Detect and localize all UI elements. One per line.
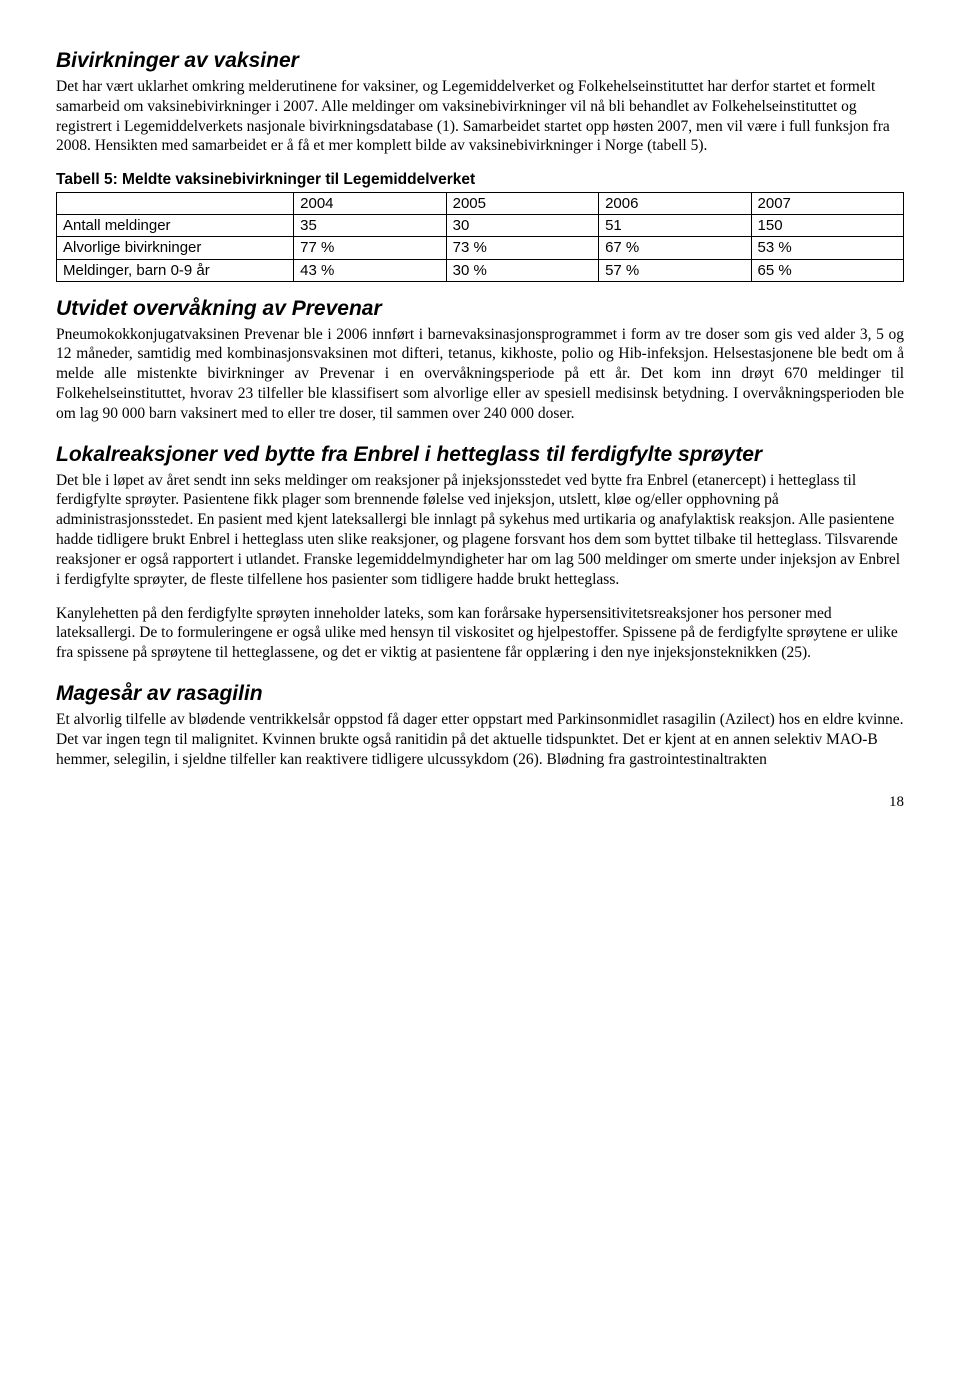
table-cell: 43 % [294,259,446,281]
section-title-prevenar: Utvidet overvåkning av Prevenar [56,296,904,323]
table-header: 2004 [294,193,446,215]
table-row: 2004 2005 2006 2007 [57,193,904,215]
table-row-label: Alvorlige bivirkninger [57,237,294,259]
table-cell: 35 [294,215,446,237]
section-body-prevenar: Pneumokokkonjugatvaksinen Prevenar ble i… [56,325,904,424]
table-header-blank [57,193,294,215]
table-cell: 65 % [751,259,903,281]
page-number: 18 [56,793,904,812]
table5: 2004 2005 2006 2007 Antall meldinger 35 … [56,192,904,282]
table-row-label: Antall meldinger [57,215,294,237]
table-cell: 150 [751,215,903,237]
section-title-enbrel: Lokalreaksjoner ved bytte fra Enbrel i h… [56,442,904,469]
table-cell: 51 [599,215,751,237]
table-row: Alvorlige bivirkninger 77 % 73 % 67 % 53… [57,237,904,259]
table-cell: 53 % [751,237,903,259]
section-body-enbrel-1: Det ble i løpet av året sendt inn seks m… [56,471,904,590]
table-header: 2005 [446,193,598,215]
table-row: Antall meldinger 35 30 51 150 [57,215,904,237]
section-body-enbrel-2: Kanylehetten på den ferdigfylte sprøyten… [56,604,904,663]
table-row-label: Meldinger, barn 0-9 år [57,259,294,281]
table-cell: 57 % [599,259,751,281]
section-body-vaksiner: Det har vært uklarhet omkring melderutin… [56,77,904,156]
table-cell: 73 % [446,237,598,259]
section-body-rasagilin: Et alvorlig tilfelle av blødende ventrik… [56,710,904,769]
table-header: 2007 [751,193,903,215]
table-cell: 30 [446,215,598,237]
section-title-vaksiner: Bivirkninger av vaksiner [56,48,904,75]
table-cell: 30 % [446,259,598,281]
table-header: 2006 [599,193,751,215]
table-cell: 67 % [599,237,751,259]
section-title-rasagilin: Magesår av rasagilin [56,681,904,708]
table-cell: 77 % [294,237,446,259]
table5-caption: Tabell 5: Meldte vaksinebivirkninger til… [56,170,904,190]
table-row: Meldinger, barn 0-9 år 43 % 30 % 57 % 65… [57,259,904,281]
